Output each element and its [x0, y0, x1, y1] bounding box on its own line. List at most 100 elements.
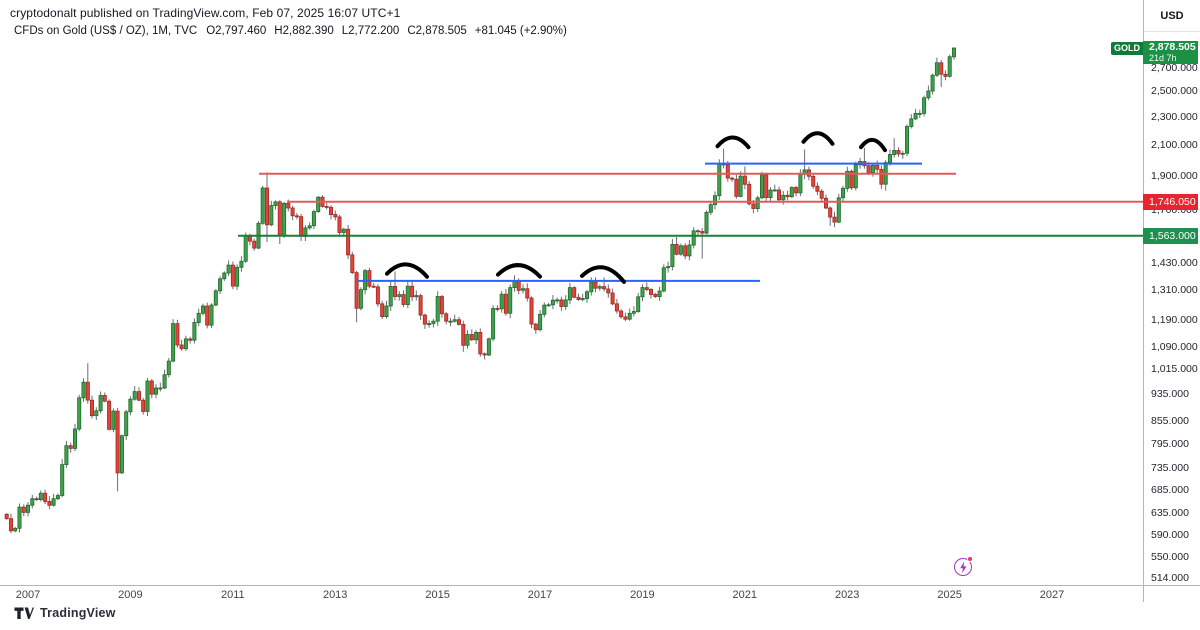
candle — [674, 243, 679, 255]
year-label: 2015 — [425, 589, 450, 601]
candle — [384, 305, 389, 318]
price-tick: 1,900.000 — [1151, 169, 1198, 182]
chart-pane[interactable] — [0, 0, 1143, 585]
candle — [589, 281, 594, 293]
candle — [218, 278, 223, 292]
arc-annotation[interactable] — [859, 137, 887, 153]
tradingview-logo[interactable]: TradingView — [14, 606, 116, 620]
candle — [124, 411, 129, 437]
candle — [230, 264, 235, 287]
candle — [922, 97, 927, 114]
arc-annotation[interactable] — [801, 131, 835, 146]
candle — [482, 353, 487, 356]
current-price-value: 2,878.505 — [1149, 41, 1196, 53]
candle — [171, 323, 176, 362]
candle — [875, 164, 880, 170]
events-lightning-icon[interactable] — [954, 556, 973, 576]
candle — [85, 381, 90, 401]
candle — [196, 312, 201, 323]
candle — [358, 289, 363, 309]
candle — [102, 395, 107, 402]
candle — [546, 304, 551, 307]
candle — [380, 303, 385, 317]
candle — [316, 196, 321, 212]
candle — [559, 299, 564, 307]
price-tick: 935.000 — [1151, 387, 1189, 400]
candle — [853, 164, 858, 189]
candle — [392, 285, 397, 297]
candle — [111, 410, 116, 430]
candle — [388, 285, 393, 307]
candle — [798, 173, 803, 194]
candle — [94, 410, 99, 417]
year-label: 2023 — [834, 589, 860, 601]
candle — [414, 295, 419, 298]
candle — [73, 428, 78, 449]
arc-annotation[interactable] — [715, 135, 751, 150]
candle — [465, 334, 470, 346]
candle — [222, 272, 227, 280]
candle — [431, 320, 436, 324]
candle — [43, 492, 48, 502]
candle — [943, 73, 948, 77]
candle — [47, 501, 52, 506]
candle — [747, 183, 752, 205]
candle — [521, 288, 526, 291]
arc-annotation[interactable] — [496, 263, 542, 279]
candle — [452, 319, 457, 322]
price-axis[interactable]: USD 2,700.000 2,500.000 2,300.000 2,100.000… — [1143, 0, 1200, 602]
candle — [700, 231, 705, 234]
price-tick: 2,500.000 — [1151, 85, 1198, 98]
candle — [845, 170, 850, 189]
candle — [175, 323, 180, 346]
tradingview-wordmark: TradingView — [40, 606, 116, 620]
candle — [77, 397, 82, 430]
candle — [670, 243, 675, 267]
candle — [866, 165, 871, 174]
lightning-bolt-icon — [959, 561, 967, 574]
candle — [576, 296, 581, 300]
candle — [649, 288, 654, 295]
candle — [98, 395, 103, 412]
candle — [282, 202, 287, 236]
price-tick: 514.000 — [1151, 571, 1189, 584]
currency-label: USD — [1144, 0, 1200, 32]
candle — [290, 207, 295, 217]
candle — [469, 334, 474, 341]
candle — [239, 260, 244, 268]
candle — [375, 286, 380, 305]
candle — [8, 518, 13, 532]
candle — [593, 281, 598, 289]
candle — [260, 187, 265, 224]
candle — [892, 150, 897, 155]
candle — [542, 304, 547, 315]
candle — [107, 400, 112, 430]
candle — [533, 323, 538, 331]
candle — [764, 174, 769, 198]
time-axis[interactable]: 2007 2009 2011 2013 2015 2017 2019 2021 2023 2025… — [0, 585, 1200, 603]
candle — [422, 314, 427, 325]
price-tick: 550.000 — [1151, 551, 1189, 564]
green-level-price-label: 1,563.000 — [1143, 227, 1198, 244]
arc-annotation[interactable] — [385, 262, 429, 279]
tradingview-mark-icon — [14, 607, 34, 619]
candle — [602, 286, 607, 290]
arc-annotation[interactable] — [580, 265, 626, 284]
candle — [900, 152, 905, 155]
candle — [760, 174, 765, 199]
year-label: 2009 — [118, 589, 143, 601]
candle — [435, 296, 440, 322]
candle — [299, 216, 304, 237]
candle — [439, 296, 444, 315]
candle — [337, 216, 342, 233]
candle — [294, 215, 299, 218]
candle — [934, 62, 939, 76]
price-tick: 2,100.000 — [1151, 139, 1198, 151]
candle — [4, 513, 9, 520]
published-line: cryptodonalt published on TradingView.co… — [10, 6, 401, 20]
candle — [81, 381, 86, 399]
symbol-title[interactable]: CFDs on Gold (US$ / OZ), 1M, TVC — [14, 25, 198, 37]
symbol-legend[interactable]: CFDs on Gold (US$ / OZ), 1M, TVC O2,797.… — [14, 25, 567, 37]
ohlc-open: O2,797.460 — [206, 25, 267, 37]
candle — [346, 228, 351, 256]
